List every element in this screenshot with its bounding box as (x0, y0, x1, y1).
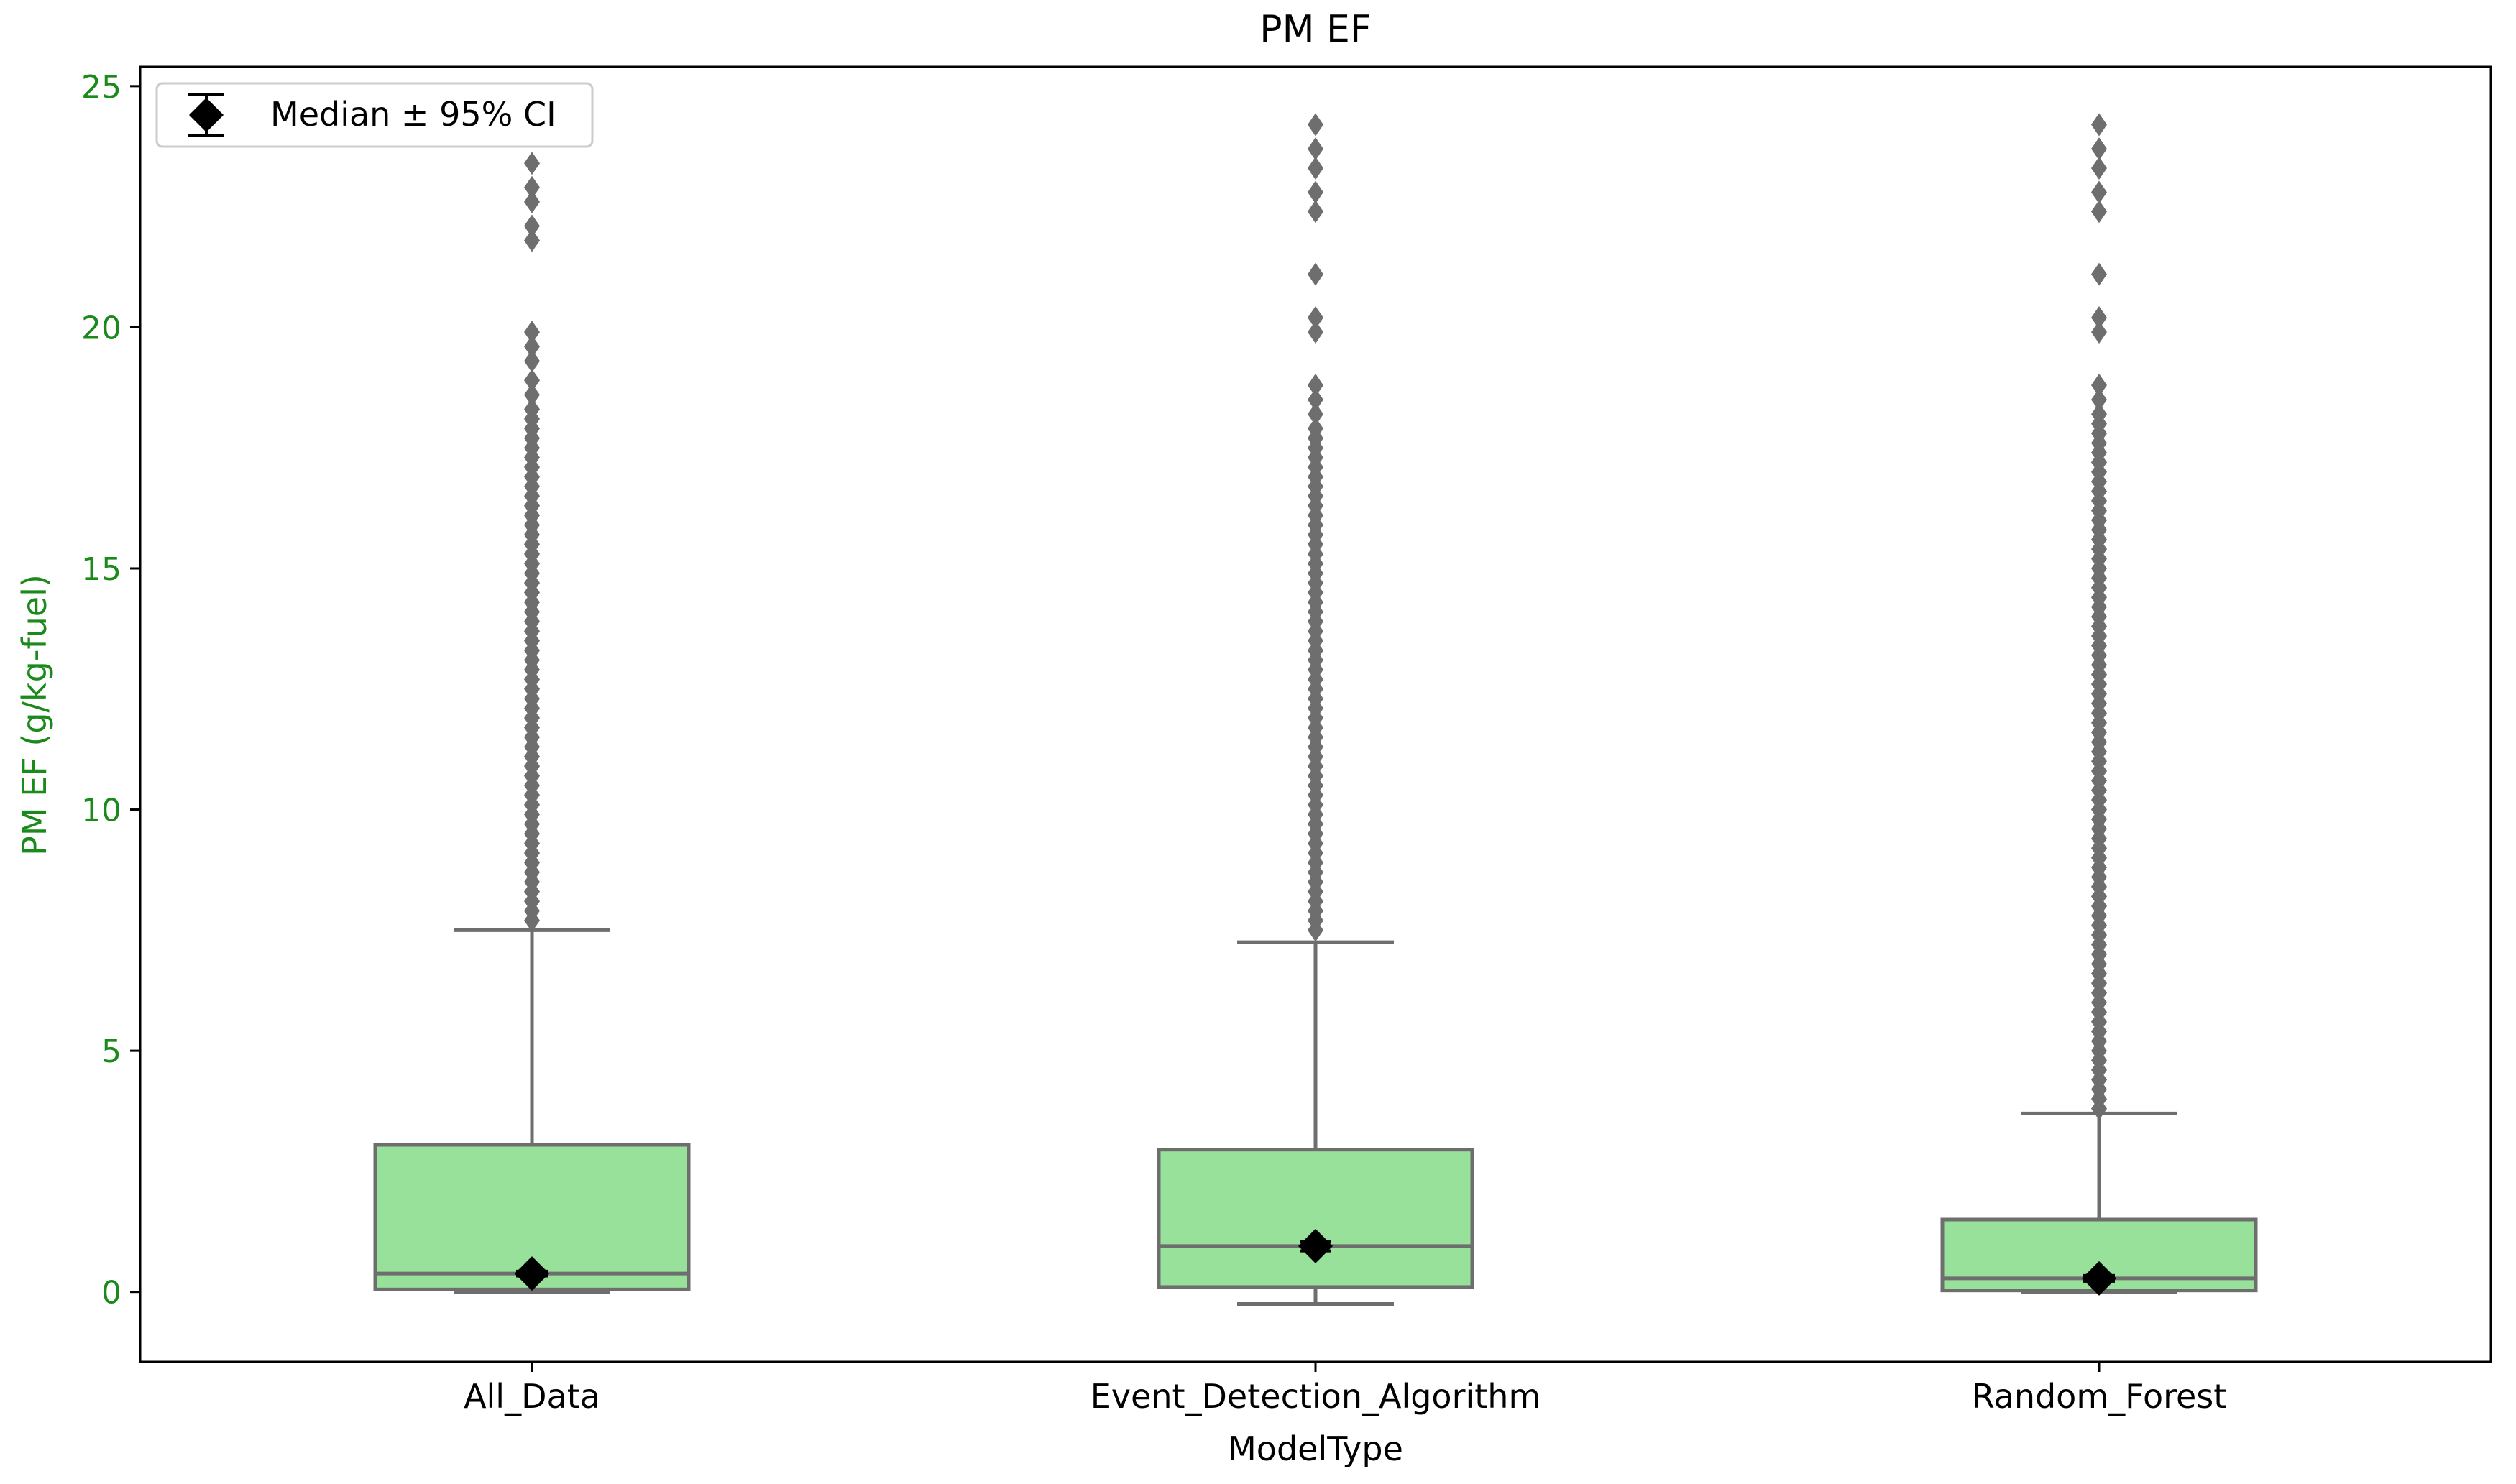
x-tick-label: Event_Detection_Algorithm (1091, 1377, 1541, 1416)
outlier-point (524, 175, 540, 199)
y-tick-label: 5 (101, 1033, 121, 1070)
chart-title: PM EF (1259, 8, 1372, 51)
outlier-point (2091, 262, 2107, 286)
outlier-point (2091, 156, 2107, 180)
outlier-point (1308, 200, 1323, 223)
x-tick-label: All_Data (464, 1377, 600, 1416)
outlier-point (524, 349, 540, 373)
box-group-event-detection-algorithm (1157, 113, 1474, 1306)
outlier-point (2091, 305, 2107, 329)
outlier-point (524, 369, 540, 392)
outlier-point (1308, 321, 1323, 344)
outlier-point (2091, 373, 2107, 397)
outlier-point (2091, 402, 2107, 426)
legend: Median ± 95% CI (155, 82, 594, 148)
y-tick-label: 20 (81, 310, 121, 346)
outlier-point (2091, 321, 2107, 344)
y-tick-label: 25 (81, 69, 121, 106)
outlier-point (1308, 388, 1323, 412)
outlier-point (524, 190, 540, 213)
outlier-point (1308, 262, 1323, 286)
outlier-point (1308, 113, 1323, 137)
outlier-point (524, 152, 540, 175)
outlier-point (524, 397, 540, 421)
iqr-box (1157, 1148, 1474, 1289)
y-axis-label: PM EF (g/kg-fuel) (15, 574, 54, 856)
median-marker (2082, 1261, 2116, 1296)
outlier-point (524, 383, 540, 407)
plot-area: 0 5 10 15 20 25 All_Data Event_Detection_Algori… (81, 69, 2258, 1416)
outlier-point (1308, 417, 1323, 441)
outlier-point (1308, 305, 1323, 329)
plot-frame (139, 65, 2492, 1363)
x-axis-label: ModelType (1228, 1429, 1403, 1468)
outlier-point (2091, 388, 2107, 412)
y-tick-label: 0 (101, 1275, 121, 1312)
y-tick-label: 10 (81, 793, 121, 829)
box-group-all-data (373, 152, 691, 1294)
outlier-point (2091, 113, 2107, 137)
outlier-point (524, 335, 540, 359)
median-marker (515, 1256, 549, 1291)
outlier-point (1308, 402, 1323, 426)
legend-label: Median ± 95% CI (270, 95, 556, 134)
outlier-point (1308, 137, 1323, 161)
outlier-point (1308, 373, 1323, 397)
legend-box (155, 82, 594, 148)
outlier-point (2091, 137, 2107, 161)
box-group-random-forest (1940, 113, 2258, 1296)
legend-diamond-marker (189, 98, 224, 132)
outlier-point (1308, 180, 1323, 204)
outlier-point (2091, 180, 2107, 204)
outlier-point (2091, 200, 2107, 223)
outlier-point (524, 214, 540, 238)
outlier-point (524, 321, 540, 344)
outlier-point (524, 229, 540, 252)
outlier-point (1308, 156, 1323, 180)
x-tick-label: Random_Forest (1972, 1377, 2227, 1416)
median-marker (1298, 1228, 1333, 1263)
y-tick-label: 15 (81, 551, 121, 588)
